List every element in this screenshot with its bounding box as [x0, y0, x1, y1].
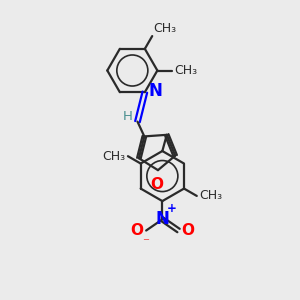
Text: O: O [150, 177, 163, 192]
Text: N: N [148, 82, 162, 100]
Text: CH₃: CH₃ [103, 150, 126, 163]
Text: CH₃: CH₃ [154, 22, 177, 34]
Text: CH₃: CH₃ [174, 64, 197, 77]
Text: N: N [155, 210, 169, 228]
Text: H: H [123, 110, 133, 123]
Text: ⁻: ⁻ [142, 236, 149, 249]
Text: O: O [130, 223, 143, 238]
Text: +: + [167, 202, 177, 215]
Text: O: O [182, 223, 194, 238]
Text: CH₃: CH₃ [199, 189, 222, 203]
